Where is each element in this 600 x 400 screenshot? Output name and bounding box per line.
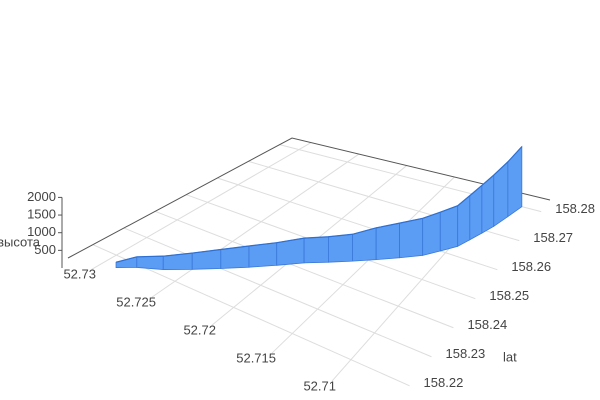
ribbon-wall (303, 236, 329, 264)
x-tick-label: 52.72 (183, 323, 216, 338)
ribbon-wall (439, 205, 459, 252)
ribbon-top (115, 146, 523, 263)
grid-line (154, 210, 454, 329)
y-tick-label: 158.22 (424, 375, 464, 390)
z-axis-title: высота (0, 234, 41, 249)
grid-line (151, 153, 360, 298)
y-axis-title: lat (503, 349, 517, 364)
ribbon-wall (457, 194, 471, 247)
y-tick-label: 158.26 (511, 259, 551, 274)
z-tick-label: 1000 (27, 224, 56, 239)
ribbon-wall (375, 222, 400, 261)
ribbon-wall (115, 256, 138, 268)
x-tick-label: 52.71 (303, 378, 336, 393)
grid-line (217, 177, 498, 271)
y-tick-label: 158.23 (446, 346, 486, 361)
ribbon-wall (328, 233, 353, 263)
grid-line (271, 176, 455, 354)
z-tick-label: 1500 (27, 206, 56, 221)
y-tick-label: 158.27 (533, 230, 573, 245)
ribbon-wall (493, 160, 509, 228)
grid-line (123, 227, 432, 358)
x-tick-label: 52.725 (116, 295, 156, 310)
ribbon-wall (136, 255, 164, 271)
z-tick-label: 2000 (27, 189, 56, 204)
ribbon-wall (248, 242, 278, 268)
x-tick-label: 52.73 (63, 267, 96, 282)
ribbon-wall (507, 145, 523, 218)
z-tick-label: 500 (34, 242, 56, 257)
x-tick-label: 52.715 (236, 351, 276, 366)
grid-line (91, 142, 312, 270)
y-tick-label: 158.24 (467, 317, 507, 332)
ribbon-wall (399, 217, 424, 259)
ribbon-wall (422, 211, 441, 256)
y-tick-label: 158.25 (489, 288, 529, 303)
floor-frame (67, 137, 551, 259)
y-tick-label: 158.28 (555, 201, 595, 216)
